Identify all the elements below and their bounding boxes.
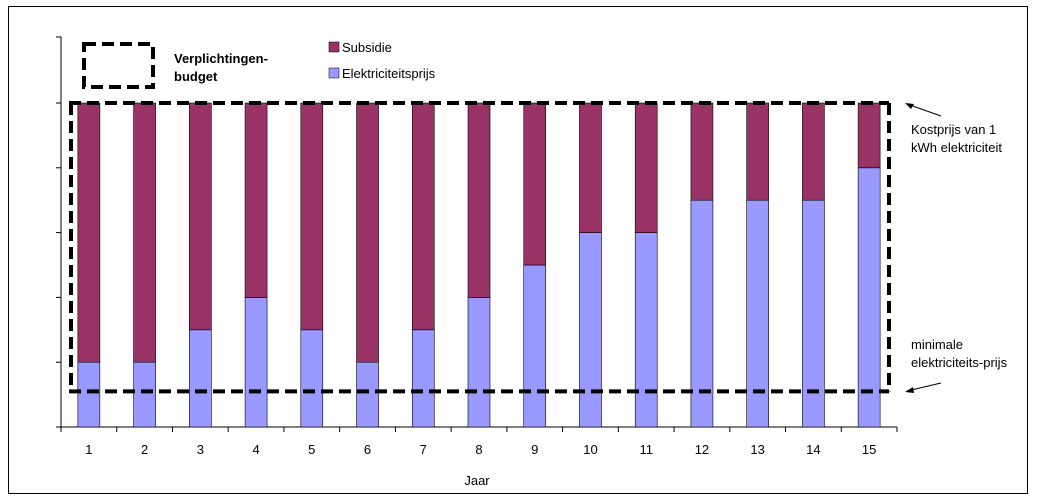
bar-subsidie-2 <box>133 102 156 363</box>
legend-dashed-box-swatch <box>82 42 155 89</box>
x-tick-label-8: 8 <box>475 442 482 457</box>
x-tick-label-5: 5 <box>308 442 315 457</box>
bar-subsidie-12 <box>690 102 714 201</box>
annotation-bottom-line1: minimale <box>911 337 963 352</box>
x-tick-label-9: 9 <box>531 442 538 457</box>
chart-frame: 1 2 3 4 5 6 7 8 9 10 11 12 13 14 15 Verplichtingen- bu… <box>8 6 1028 494</box>
x-tick-label-10: 10 <box>583 442 597 457</box>
legend-swatch-elektriciteitsprijs <box>328 67 340 79</box>
bar-subsidie-8 <box>467 102 491 298</box>
bar-elektriciteitsprijs-4 <box>244 297 268 428</box>
bar-elektriciteitsprijs-5 <box>300 329 324 428</box>
bar-elektriciteitsprijs-2 <box>133 361 156 428</box>
bar-elektriciteitsprijs-9 <box>523 264 547 428</box>
x-tick-label-12: 12 <box>695 442 709 457</box>
bar-subsidie-7 <box>411 102 435 331</box>
bar-subsidie-10 <box>579 102 602 233</box>
bar-subsidie-11 <box>634 102 658 233</box>
bar-elektriciteitsprijs-1 <box>77 361 101 428</box>
annotations: Kostprijs van 1 kWh elektriciteit minima… <box>905 103 1008 393</box>
x-tick-label-6: 6 <box>364 442 371 457</box>
bar-subsidie-6 <box>356 102 379 363</box>
x-axis-label: Jaar <box>464 473 490 488</box>
bar-elektriciteitsprijs-3 <box>189 329 212 428</box>
x-tick-label-7: 7 <box>420 442 427 457</box>
bar-subsidie-1 <box>77 102 101 363</box>
bar-subsidie-9 <box>523 102 547 266</box>
bar-elektriciteitsprijs-11 <box>634 232 658 428</box>
x-tick-labels: 1 2 3 4 5 6 7 8 9 10 11 12 13 14 15 <box>85 442 876 457</box>
annotation-bottom-line2: elektriciteits-prijs <box>911 355 1008 370</box>
legend-budget-label-line2: budget <box>174 69 218 84</box>
bars <box>77 102 881 428</box>
x-tick-label-4: 4 <box>252 442 259 457</box>
bar-elektriciteitsprijs-6 <box>356 361 379 428</box>
legend-budget-label-line1: Verplichtingen- <box>174 51 268 66</box>
legend: Verplichtingen- budget Subsidie Elektric… <box>82 40 436 89</box>
annotation-top-line1: Kostprijs van 1 <box>911 122 996 137</box>
reference-box <box>69 101 891 394</box>
legend-label-elektriciteitsprijs: Elektriciteitsprijs <box>342 66 436 81</box>
x-tick-label-1: 1 <box>85 442 92 457</box>
legend-label-subsidie: Subsidie <box>342 40 392 55</box>
annotation-top-line2: kWh elektriciteit <box>911 140 1002 155</box>
x-tick-label-11: 11 <box>639 442 653 457</box>
bar-elektriciteitsprijs-10 <box>579 232 602 428</box>
bar-subsidie-4 <box>244 102 268 298</box>
x-tick-label-14: 14 <box>806 442 820 457</box>
annotation-arrowhead-top <box>905 103 914 109</box>
bar-subsidie-3 <box>189 102 212 331</box>
bar-subsidie-15 <box>857 102 881 169</box>
bar-subsidie-13 <box>746 102 769 201</box>
x-tick-label-2: 2 <box>141 442 148 457</box>
stacked-bar-chart: 1 2 3 4 5 6 7 8 9 10 11 12 13 14 15 Verplichtingen- bu… <box>56 36 1008 488</box>
bar-elektriciteitsprijs-8 <box>467 297 491 428</box>
legend-swatch-subsidie <box>328 41 340 53</box>
x-tick-label-15: 15 <box>862 442 876 457</box>
annotation-arrowhead-bottom <box>905 387 914 393</box>
x-tick-label-3: 3 <box>197 442 204 457</box>
bar-subsidie-5 <box>300 102 324 331</box>
bar-subsidie-14 <box>802 102 825 201</box>
bar-elektriciteitsprijs-7 <box>411 329 435 428</box>
x-tick-label-13: 13 <box>750 442 764 457</box>
bar-elektriciteitsprijs-15 <box>857 167 881 428</box>
